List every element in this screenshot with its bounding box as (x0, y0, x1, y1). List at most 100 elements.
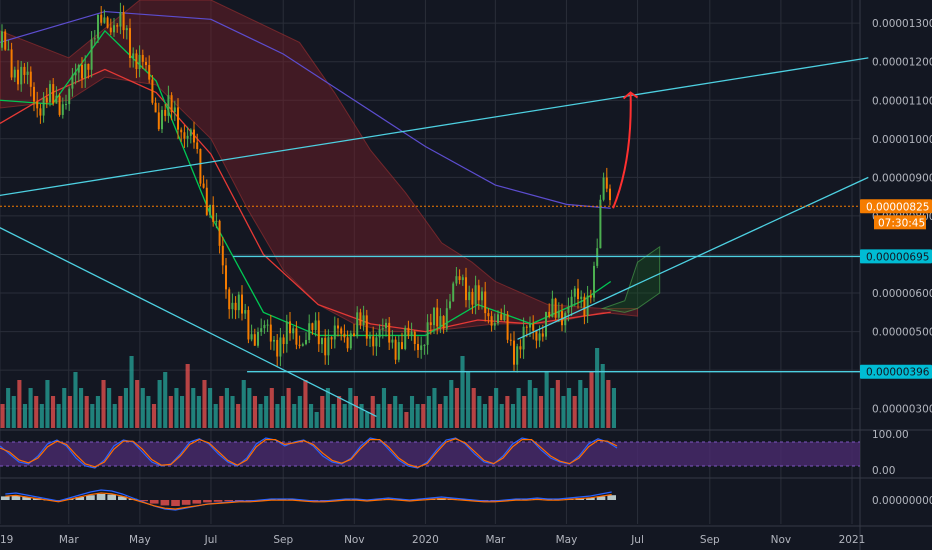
candle-body (449, 301, 451, 309)
candle-body (420, 345, 423, 350)
volume-bar (471, 388, 476, 428)
level-high-tag-bg (860, 249, 932, 264)
x-tick-label: 2020 (412, 534, 439, 546)
candle-body (221, 245, 224, 266)
volume-bar (303, 380, 308, 428)
cloud-bull (600, 245, 661, 313)
candle-body (433, 307, 435, 326)
macd-histogram-bar (192, 500, 202, 504)
volume-bar (421, 404, 426, 428)
y-tick-label: 0.00000300 (872, 404, 932, 416)
candle-body (122, 12, 125, 31)
candle-body (145, 61, 147, 66)
x-tick-label: May (129, 534, 151, 546)
volume-bar (191, 388, 196, 428)
volume-bar (393, 396, 398, 428)
candle-body (317, 320, 320, 345)
candle-body (580, 296, 583, 300)
candle-body (474, 285, 477, 305)
candle-body (42, 97, 45, 116)
candle-body (593, 265, 595, 298)
trend-lines[interactable] (0, 57, 869, 418)
volume-bar (331, 404, 336, 428)
volume-bar (342, 404, 347, 428)
candle-body (516, 346, 519, 365)
candle-body (225, 265, 227, 290)
candle-body (417, 344, 419, 350)
macd-histogram-bar (181, 500, 191, 505)
macd-histogram-bar (22, 497, 31, 500)
volume-bar (258, 404, 263, 428)
candle-body (397, 342, 400, 360)
candle-body (269, 324, 272, 342)
volume-bar (146, 396, 151, 428)
candle-body (193, 129, 195, 143)
volume-bar (247, 388, 252, 428)
candle-body (212, 204, 215, 222)
candle-body (388, 322, 391, 343)
macd-histogram-bar (203, 500, 212, 503)
candle-body (305, 339, 307, 345)
y-tick-label: 0.00000600 (872, 288, 932, 300)
candle-body (308, 323, 311, 340)
candle-body (461, 277, 464, 281)
candle-body (513, 340, 515, 365)
candle-body (276, 339, 279, 357)
volume-bar (398, 404, 403, 428)
x-tick-label: Jul (630, 534, 644, 546)
candle-body (285, 321, 288, 345)
stoch-tick-label: 0.00 (872, 465, 895, 477)
candle-body (13, 69, 16, 78)
candle-body (68, 88, 71, 105)
volume-bar (325, 388, 330, 428)
candle-body (93, 38, 96, 40)
falling-trendline (0, 227, 377, 418)
volume-bar (79, 388, 84, 428)
candle-body (500, 314, 503, 321)
candle-body (279, 337, 282, 357)
macd-histogram-bar (139, 500, 148, 502)
volume-bar (17, 380, 22, 428)
candle-body (497, 314, 499, 324)
arrow-head-icon (622, 91, 639, 100)
candle-body (161, 109, 163, 130)
volume-bar (6, 388, 11, 428)
volume-bar (84, 396, 89, 428)
candle-body (330, 337, 333, 340)
candle-body (465, 277, 467, 301)
candle-body (570, 296, 573, 307)
candle-body (487, 313, 490, 317)
candle-body (522, 326, 525, 350)
volume-bar (196, 396, 201, 428)
volume-bar (67, 396, 72, 428)
volume-bar (50, 396, 56, 428)
candle-body (477, 285, 480, 301)
volume-bar (415, 404, 420, 428)
volume-bar (185, 364, 190, 428)
candle-body (343, 333, 346, 338)
candle-body (90, 39, 93, 70)
volume-bar (45, 380, 50, 428)
macd-line (5, 489, 612, 511)
y-tick-label: 0.00001300 (872, 18, 932, 30)
candle-body (106, 17, 109, 28)
candle-body (29, 71, 32, 87)
x-tick-label: May (556, 534, 578, 546)
candle-body (10, 49, 13, 78)
candle-body (157, 112, 160, 130)
candle-body (209, 204, 211, 215)
candle-body (340, 328, 343, 334)
candle-body (337, 325, 339, 329)
candle-body (525, 326, 528, 328)
volume-bar (449, 380, 454, 428)
candle-body (218, 220, 221, 246)
candle-body (173, 107, 176, 113)
candle-body (407, 327, 410, 336)
volume-bar (163, 372, 168, 428)
volume-bar (320, 396, 325, 428)
volume-bar (241, 380, 246, 428)
candle-body (564, 312, 567, 326)
volume-bar (314, 412, 319, 428)
candle-body (61, 104, 64, 115)
